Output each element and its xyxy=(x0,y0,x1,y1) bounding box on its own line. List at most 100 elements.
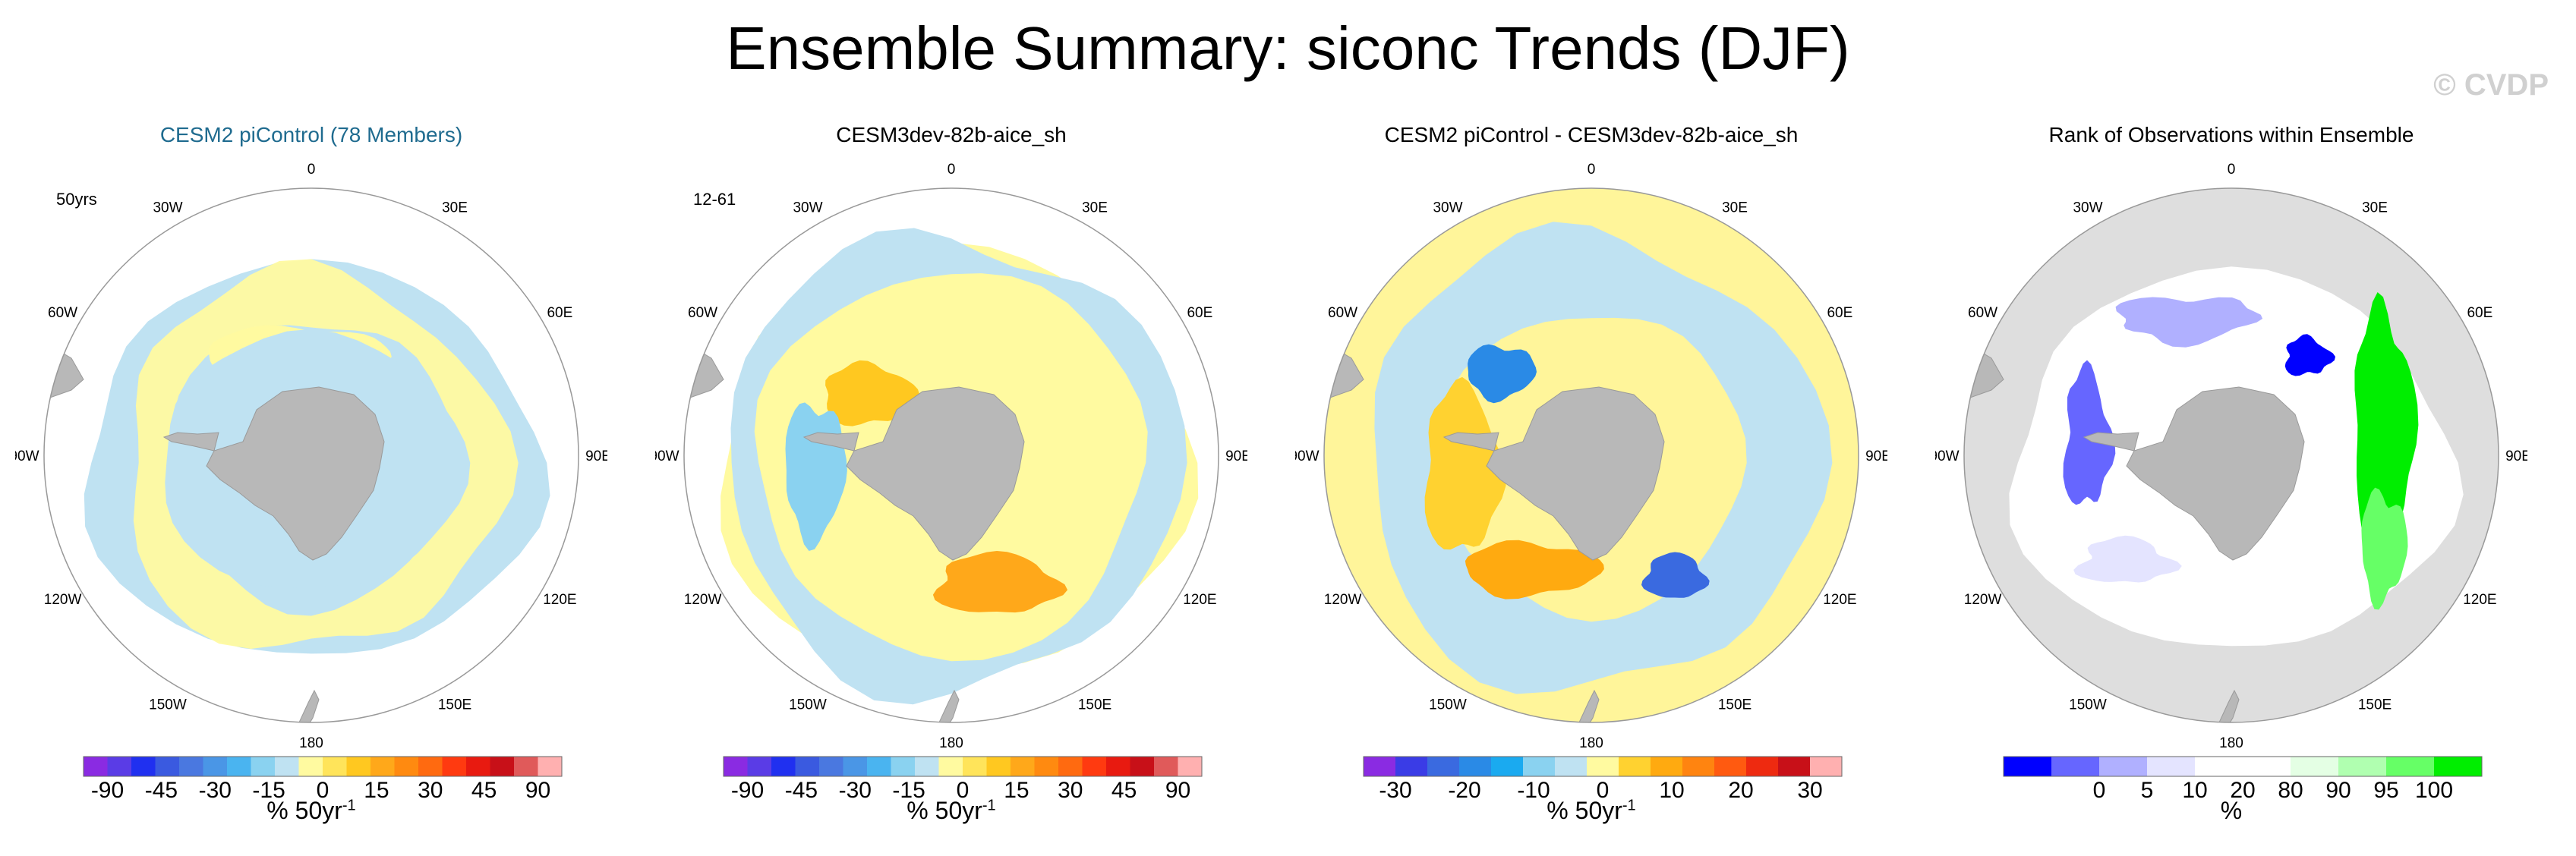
longitude-label: 120W xyxy=(44,592,82,608)
colorbar-swatch xyxy=(1154,757,1178,776)
colorbar-swatch xyxy=(747,757,772,776)
colorbar-unit: % 50yr-1 xyxy=(266,797,356,824)
new-zealand-landmass xyxy=(1567,689,1600,722)
colorbar-swatch xyxy=(1746,757,1779,776)
colorbar-tick-label: 45 xyxy=(471,778,497,801)
antarctica-landmass xyxy=(1486,386,1665,561)
longitude-label: 120E xyxy=(1183,592,1216,608)
panel-title: CESM2 piControl - CESM3dev-82b-aice_sh xyxy=(1384,123,1799,146)
colorbar: -30 -20 -10 0 10 20 30 xyxy=(1363,756,1843,801)
colorbar-swatch xyxy=(891,757,916,776)
ice-region-orange-west xyxy=(825,360,920,426)
longitude-label: 30E xyxy=(442,200,468,216)
colorbar-swatch xyxy=(1459,757,1492,776)
colorbar-tick-label: 10 xyxy=(1659,778,1684,801)
rank-region-blue-west xyxy=(2063,360,2116,505)
polar-map: 0 30E 60E 90E 120E 150E 180 150W 120W 90W 60W 30W xyxy=(655,162,1247,751)
colorbar-tick-label: 30 xyxy=(418,778,443,801)
colorbar-swatch xyxy=(370,757,395,776)
colorbar-tick-label: -45 xyxy=(145,778,178,801)
polar-map: 0 30E 60E 90E 120E 150E 180 150W 120W 90W 60W 30W xyxy=(15,162,607,751)
longitude-label: 90W xyxy=(15,448,39,464)
rank-region-pale-south xyxy=(2073,535,2182,583)
colorbar-tick-label: 80 xyxy=(2278,778,2303,801)
colorbar-tick-label: 90 xyxy=(525,778,550,801)
period-label: 12-61 xyxy=(693,190,736,209)
colorbar-tick-label: 30 xyxy=(1797,778,1822,801)
colorbar-swatch xyxy=(2051,757,2100,776)
colorbar-tick-label: -30 xyxy=(199,778,232,801)
colorbar-swatch xyxy=(795,757,820,776)
longitude-label: 0 xyxy=(1588,162,1596,178)
colorbar-swatch xyxy=(1714,757,1747,776)
colorbar-tick-label: 45 xyxy=(1111,778,1137,801)
colorbar-swatch xyxy=(1058,757,1083,776)
colorbar-swatch xyxy=(1427,757,1460,776)
longitude-label: 180 xyxy=(1579,735,1603,751)
colorbar-swatch xyxy=(2243,757,2291,776)
colorbar-swatch xyxy=(1395,757,1428,776)
colorbar-swatch xyxy=(1555,757,1588,776)
antarctica-landmass xyxy=(206,386,385,561)
longitude-label: 30E xyxy=(2362,200,2388,216)
antarctic-peninsula-landmass xyxy=(1442,432,1499,452)
colorbar: -90 -45 -30 -15 0 15 30 45 90 xyxy=(83,756,563,801)
colorbar-frame xyxy=(2003,756,2483,777)
colorbar-tick-label: -20 xyxy=(1448,778,1480,801)
sea-ice-field xyxy=(684,228,1199,722)
sea-ice-field xyxy=(1324,222,1833,722)
longitude-label: 30W xyxy=(793,200,822,216)
new-zealand-landmass xyxy=(927,689,960,722)
panel-title: CESM2 piControl (78 Members) xyxy=(159,123,463,146)
colorbar-swatch xyxy=(1651,757,1683,776)
longitude-label: 150W xyxy=(149,697,187,713)
colorbar-swatch xyxy=(418,757,443,776)
rank-region-green-east xyxy=(2354,292,2419,549)
colorbar-swatch xyxy=(1178,757,1203,776)
longitude-label: 30W xyxy=(153,200,182,216)
colorbar-swatch xyxy=(1034,757,1059,776)
cvdp-watermark: © CVDP xyxy=(2433,68,2549,102)
colorbar-swatch xyxy=(1130,757,1155,776)
longitude-label: 60E xyxy=(2467,305,2492,321)
colorbar-tick-label: 0 xyxy=(317,778,329,801)
longitude-label: 150W xyxy=(789,697,827,713)
antarctic-peninsula-landmass xyxy=(802,432,859,452)
colorbar-swatch xyxy=(2099,757,2148,776)
panel-title: CESM3dev-82b-aice_sh xyxy=(836,123,1067,146)
diff-region-orange-west xyxy=(1424,376,1506,550)
colorbar-tick-label: 90 xyxy=(2325,778,2351,801)
colorbar-swatch xyxy=(1523,757,1556,776)
colorbar-swatch xyxy=(442,757,467,776)
colorbar-swatch xyxy=(538,757,563,776)
colorbar-swatch xyxy=(1364,757,1396,776)
ice-region-orange-south xyxy=(932,551,1068,613)
panel-title: Rank of Observations within Ensemble xyxy=(2048,123,2414,146)
map-rim xyxy=(1323,187,1859,723)
longitude-label: 150E xyxy=(2358,697,2392,713)
longitude-label: 90W xyxy=(1935,448,1960,464)
colorbar-swatch xyxy=(394,757,419,776)
longitude-label: 60E xyxy=(1187,305,1212,321)
longitude-label: 150E xyxy=(1078,697,1111,713)
colorbar-swatch xyxy=(963,757,987,776)
colorbar-swatch xyxy=(867,757,891,776)
colorbar-frame xyxy=(83,756,563,777)
colorbar: 0 5 10 20 80 90 95 100 xyxy=(2003,756,2483,801)
panel-ensemble-mean: CESM2 piControl (78 Members) 50yrs 0 30E 6… xyxy=(15,114,607,850)
rank-region-blue-patch xyxy=(2284,334,2335,376)
colorbar-swatch xyxy=(819,757,843,776)
colorbar-swatch xyxy=(2004,757,2052,776)
colorbar-tick-label: 100 xyxy=(2415,778,2453,801)
longitude-label: 120W xyxy=(684,592,722,608)
longitude-label: 180 xyxy=(299,735,323,751)
sea-ice-field xyxy=(1964,266,2464,722)
longitude-label: 150E xyxy=(438,697,471,713)
colorbar-swatch xyxy=(275,757,299,776)
rank-region-lavender-north xyxy=(2115,297,2263,348)
longitude-label: 60E xyxy=(1827,305,1852,321)
polar-map: 0 30E 60E 90E 120E 150E 180 150W 120W 90W 60W 30W xyxy=(1295,162,1887,751)
colorbar-tick-label: 30 xyxy=(1058,778,1083,801)
colorbar-tick-label: -45 xyxy=(785,778,818,801)
period-label: 50yrs xyxy=(56,190,97,209)
